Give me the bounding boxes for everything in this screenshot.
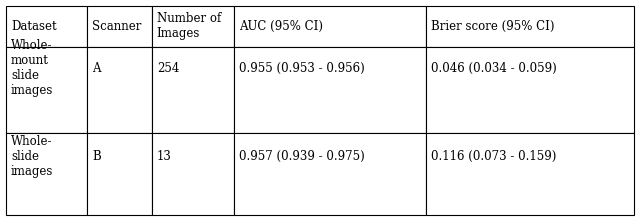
Bar [152,6,234,47]
Bar [234,6,426,47]
Bar [234,47,426,133]
Bar [426,133,634,215]
Bar [87,6,152,47]
Text: 254: 254 [157,62,179,75]
Text: Dataset: Dataset [11,20,56,33]
Bar [152,133,234,215]
Bar [87,47,152,133]
Bar [87,133,152,215]
Text: Brier score (95% CI): Brier score (95% CI) [431,20,554,33]
Text: B: B [92,150,101,163]
Text: 0.955 (0.953 - 0.956): 0.955 (0.953 - 0.956) [239,62,365,75]
Text: Scanner: Scanner [92,20,141,33]
Bar [426,6,634,47]
Text: 0.116 (0.073 - 0.159): 0.116 (0.073 - 0.159) [431,150,556,163]
Bar [6,133,87,215]
Bar [6,6,87,47]
Text: A: A [92,62,101,75]
Bar [234,133,426,215]
Bar [152,47,234,133]
Bar [426,47,634,133]
Text: Number of
Images: Number of Images [157,12,221,40]
Text: Whole-
mount
slide
images: Whole- mount slide images [11,39,53,97]
Text: Whole-
slide
images: Whole- slide images [11,135,53,178]
Text: 0.957 (0.939 - 0.975): 0.957 (0.939 - 0.975) [239,150,365,163]
Text: 13: 13 [157,150,172,163]
Text: 0.046 (0.034 - 0.059): 0.046 (0.034 - 0.059) [431,62,556,75]
Bar [6,47,87,133]
Text: AUC (95% CI): AUC (95% CI) [239,20,323,33]
